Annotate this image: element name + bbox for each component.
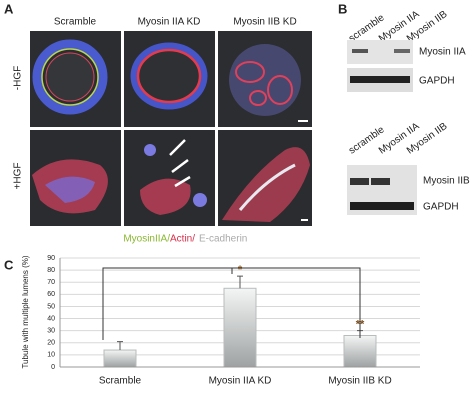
x-tick-label: Myosin IIA KD xyxy=(209,376,272,387)
y-tick-label: 30 xyxy=(47,328,55,335)
y-tick-label: 90 xyxy=(47,255,55,262)
panel-letter: A xyxy=(4,1,14,16)
blot-label: Myosin IIB xyxy=(423,176,470,187)
x-tick-label: Myosin IIB KD xyxy=(328,376,391,387)
blot-1: scramble Myosin IIA Myosin IIB Myosin II… xyxy=(347,9,466,92)
blot-label: GAPDH xyxy=(419,76,455,87)
column-label: Myosin IIB KD xyxy=(233,17,296,28)
panel-letter: C xyxy=(4,257,14,272)
micrographs xyxy=(30,31,312,226)
y-tick-label: 70 xyxy=(47,279,55,286)
bar xyxy=(103,349,137,368)
error-bar xyxy=(117,341,123,351)
legend-item: E-cadherin xyxy=(199,234,247,245)
y-tick-label: 40 xyxy=(47,315,55,322)
row-label: -HGF xyxy=(13,66,24,90)
significance-label: * xyxy=(238,264,243,276)
bar xyxy=(223,287,257,368)
y-tick-label: 10 xyxy=(47,352,55,359)
blot-label: GAPDH xyxy=(423,202,459,213)
y-tick-label: 60 xyxy=(47,291,55,298)
bracket xyxy=(102,267,361,340)
column-label: Scramble xyxy=(54,17,97,28)
x-tick-label: Scramble xyxy=(99,376,142,387)
significance-label: ** xyxy=(356,319,365,331)
panel-letter: B xyxy=(338,1,347,16)
bar xyxy=(343,335,377,368)
legend-item: MyosinIIA/ xyxy=(123,234,170,245)
y-tick-label: 50 xyxy=(47,303,55,310)
error-bar xyxy=(237,275,243,289)
y-tick-label: 0 xyxy=(51,364,55,371)
blot-2: scramble Myosin IIA Myosin IIB Myosin II… xyxy=(347,121,470,215)
blot-label: Myosin IIA xyxy=(419,47,466,58)
y-tick-label: 20 xyxy=(47,340,55,347)
legend-item: Actin/ xyxy=(170,234,195,245)
column-label: Myosin IIA KD xyxy=(138,17,201,28)
y-axis-label: Tubule with multiple lumens (%) xyxy=(21,255,30,368)
row-label: +HGF xyxy=(13,163,24,190)
y-tick-label: 80 xyxy=(47,267,55,274)
